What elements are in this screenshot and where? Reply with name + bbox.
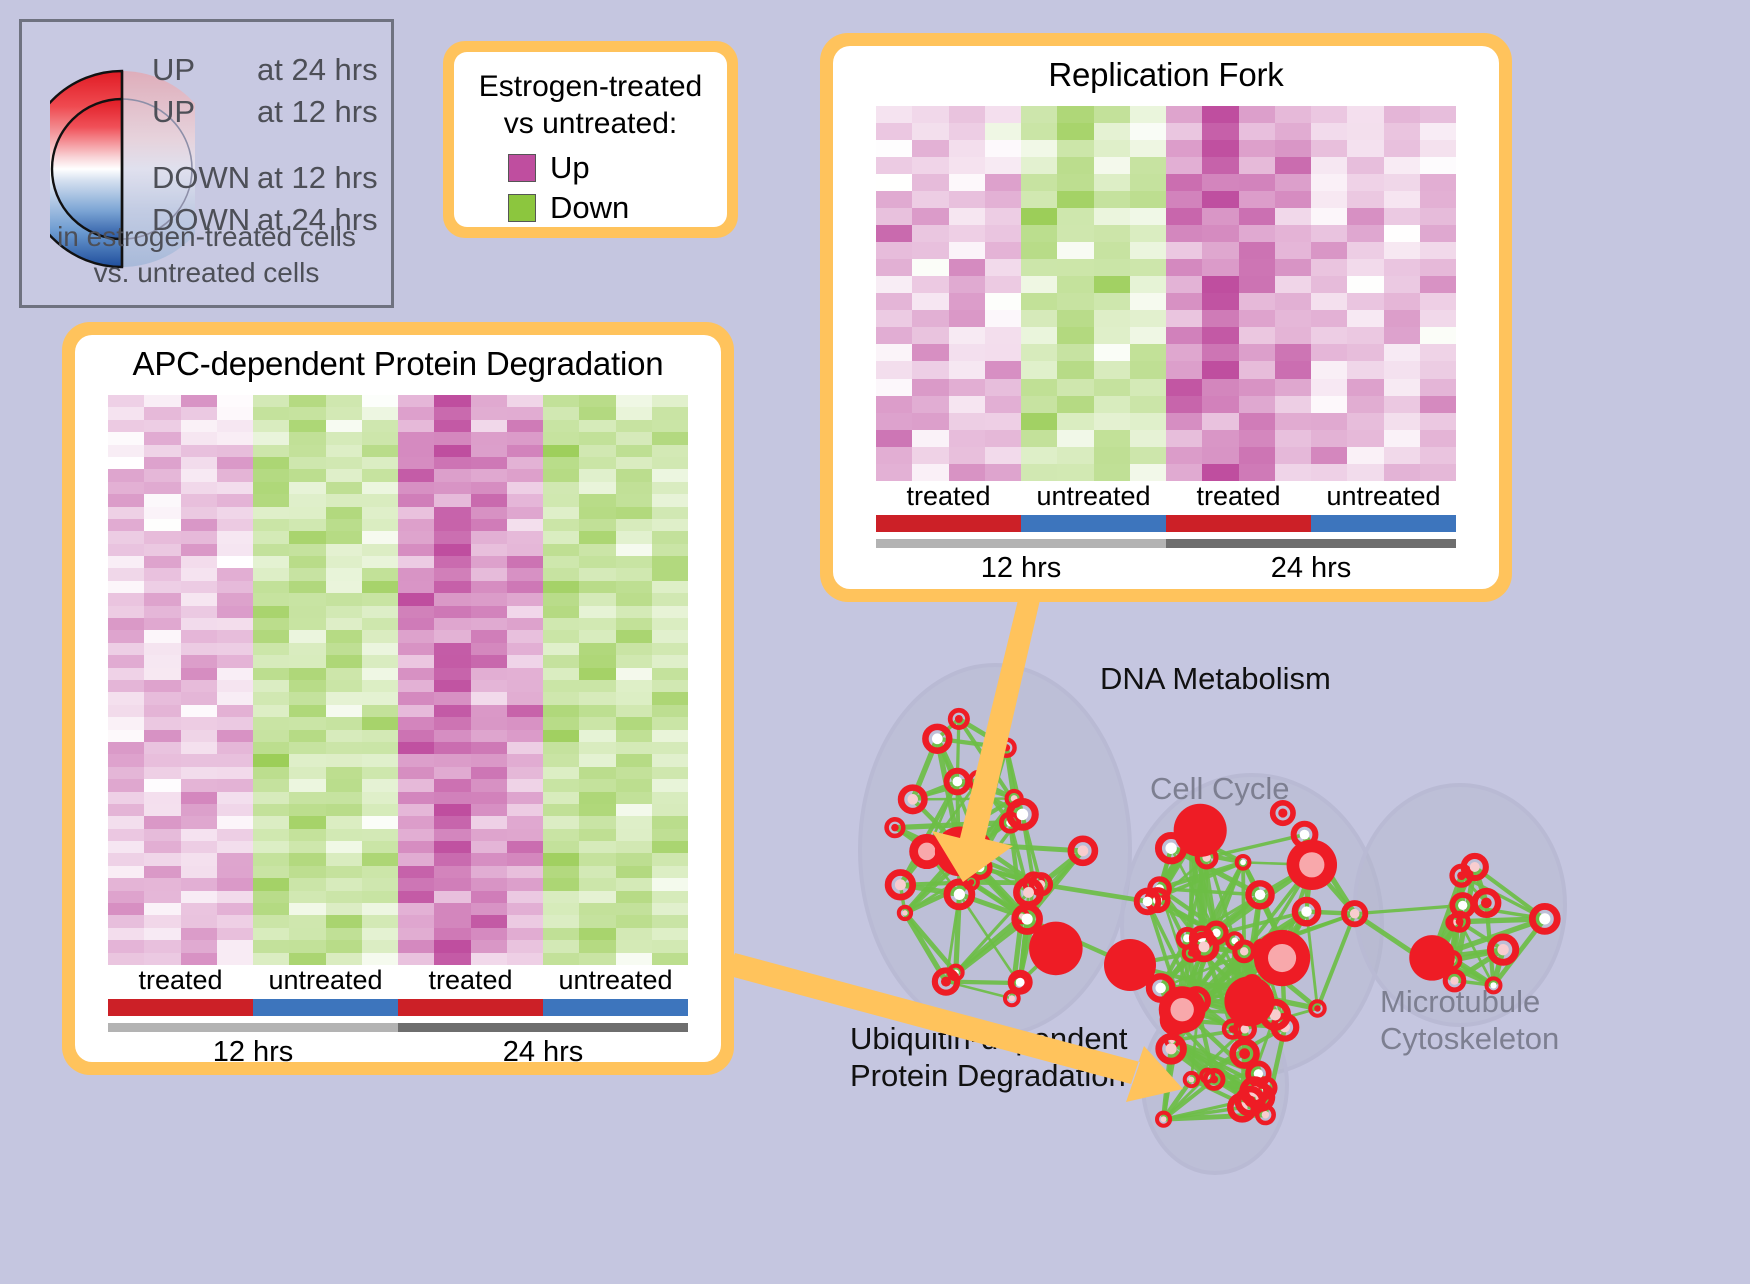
time-label: 24 hrs [398,1036,688,1069]
legend-row: DOWN at 12 hrs [152,160,392,202]
legend-spacer [152,136,392,160]
time-colour-bar [108,1023,688,1032]
legend-footer-line1: in estrogen-treated cells [22,219,391,255]
group-colour-bar [108,999,688,1016]
legend-row: UP at 12 hrs [152,94,392,136]
group-colour-bar [876,515,1456,532]
legend-swatch-list: Up Down [468,148,713,228]
cluster-label-microtubule: Microtubule Cytoskeleton [1380,983,1559,1057]
group-labels: treated untreated treated untreated [108,965,688,996]
group-label: untreated [1311,481,1456,512]
down-label: Down [550,190,629,226]
group-label: treated [398,965,543,996]
panel-title: APC-dependent Protein Degradation [133,345,664,383]
up-colour-swatch [508,154,536,182]
legend-swatch-down: Down [508,188,713,228]
panel-title: Replication Fork [1048,56,1283,94]
legend-direction: DOWN [152,160,257,196]
legend-time: at 24 hrs [257,52,378,88]
group-label: untreated [543,965,688,996]
legend-time: at 12 hrs [257,94,378,130]
legend-rows: UP at 24 hrs UP at 12 hrs DOWN at 12 hrs… [152,52,392,244]
down-colour-swatch [508,194,536,222]
heatmap-axis-replication: treated untreated treated untreated 12 h… [876,481,1456,585]
heatmap-replication-fork [876,106,1456,481]
cluster-label-dna-metabolism: DNA Metabolism [1100,660,1331,697]
group-label: treated [108,965,253,996]
legend-time: at 12 hrs [257,160,378,196]
legend-row: UP at 24 hrs [152,52,392,94]
up-down-colour-legend: Estrogen-treated vs untreated: Up Down [443,41,738,238]
time-label: 12 hrs [876,552,1166,585]
group-label: treated [1166,481,1311,512]
time-labels: 12 hrs 24 hrs [108,1036,688,1069]
time-labels: 12 hrs 24 hrs [876,552,1456,585]
group-label: treated [876,481,1021,512]
group-label: untreated [1021,481,1166,512]
cluster-label-ubiquitin: Ubiquitin-dependent Protein Degradation [850,1020,1128,1094]
legend-footer: in estrogen-treated cells vs. untreated … [22,219,391,291]
heatmap-axis-apc: treated untreated treated untreated 12 h… [108,965,688,1069]
legend-swatch-up: Up [508,148,713,188]
legend-footer-line2: vs. untreated cells [22,255,391,291]
time-colour-bar [876,539,1456,548]
network-svg [800,615,1750,1279]
legend-title: Estrogen-treated vs untreated: [468,69,713,142]
time-label: 12 hrs [108,1036,398,1069]
up-label: Up [550,150,590,186]
protein-interaction-network: DNA Metabolism Cell Cycle Microtubule Cy… [800,615,1750,1279]
legend-title-line2: vs untreated: [468,106,713,143]
group-label: untreated [253,965,398,996]
time-label: 24 hrs [1166,552,1456,585]
heatmap-apc-degradation [108,395,688,965]
legend-direction: UP [152,94,257,130]
panel-apc-degradation: APC-dependent Protein Degradation treate… [62,322,734,1075]
group-labels: treated untreated treated untreated [876,481,1456,512]
legend-title-line1: Estrogen-treated [468,69,713,106]
legend-direction: UP [152,52,257,88]
cluster-label-cell-cycle: Cell Cycle [1150,770,1290,807]
direction-time-legend: UP at 24 hrs UP at 12 hrs DOWN at 12 hrs… [19,19,394,308]
panel-replication-fork: Replication Fork treated untreated treat… [820,33,1512,602]
